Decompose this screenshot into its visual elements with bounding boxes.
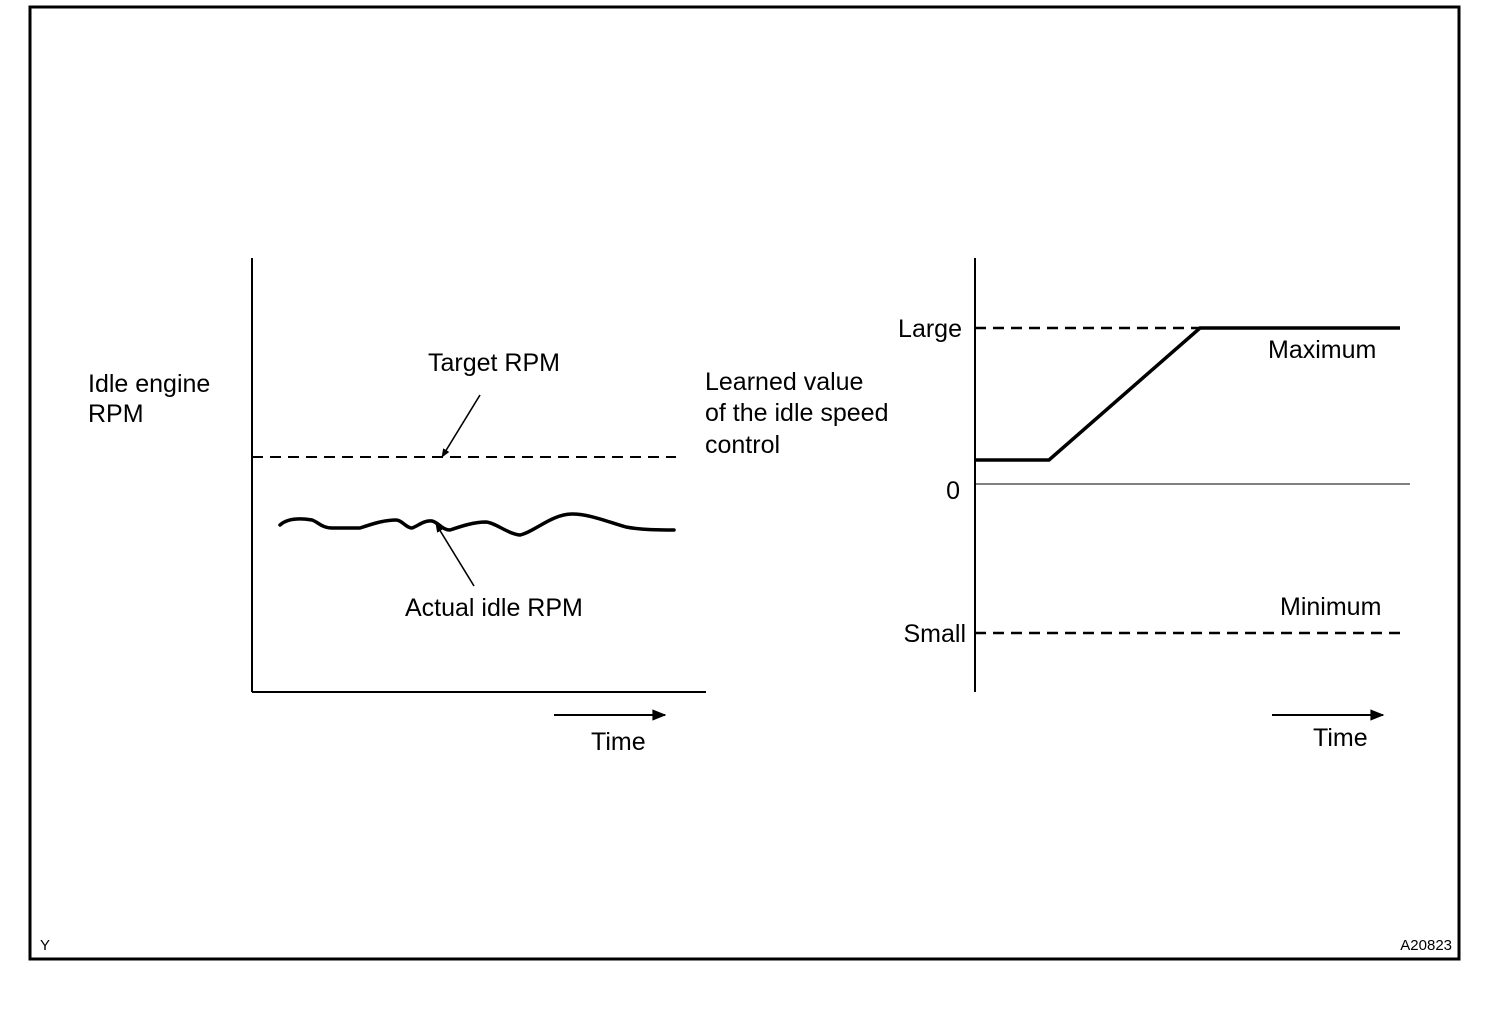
left-time-label: Time (591, 728, 646, 756)
right-chart: Learned value of the idle speed control … (705, 258, 1410, 752)
actual-idle-rpm-curve (278, 512, 676, 537)
tick-zero-label: 0 (946, 477, 960, 505)
left-y-label-line1: Idle engine (88, 370, 210, 398)
right-y-label-line3: control (705, 431, 780, 459)
actual-idle-rpm-label: Actual idle RPM (405, 594, 583, 622)
corner-code-right: A20823 (1400, 937, 1452, 954)
corner-code-left: Y (40, 937, 50, 954)
target-pointer-arrow (441, 394, 481, 458)
maximum-label: Maximum (1268, 336, 1376, 364)
right-y-label-line2: of the idle speed (705, 399, 888, 427)
tick-large-label: Large (898, 315, 962, 343)
right-y-label-line1: Learned value (705, 368, 863, 396)
actual-pointer-arrow (435, 523, 475, 587)
left-chart: Idle engine RPM Target RPM Actual idle R… (88, 258, 706, 756)
learned-value-curve (975, 326, 1400, 462)
tick-small-label: Small (903, 620, 966, 648)
target-rpm-label: Target RPM (428, 349, 560, 377)
right-time-label: Time (1313, 724, 1368, 752)
minimum-label: Minimum (1280, 593, 1381, 621)
left-y-label-line2: RPM (88, 400, 144, 428)
figure-frame (28, 5, 1461, 961)
